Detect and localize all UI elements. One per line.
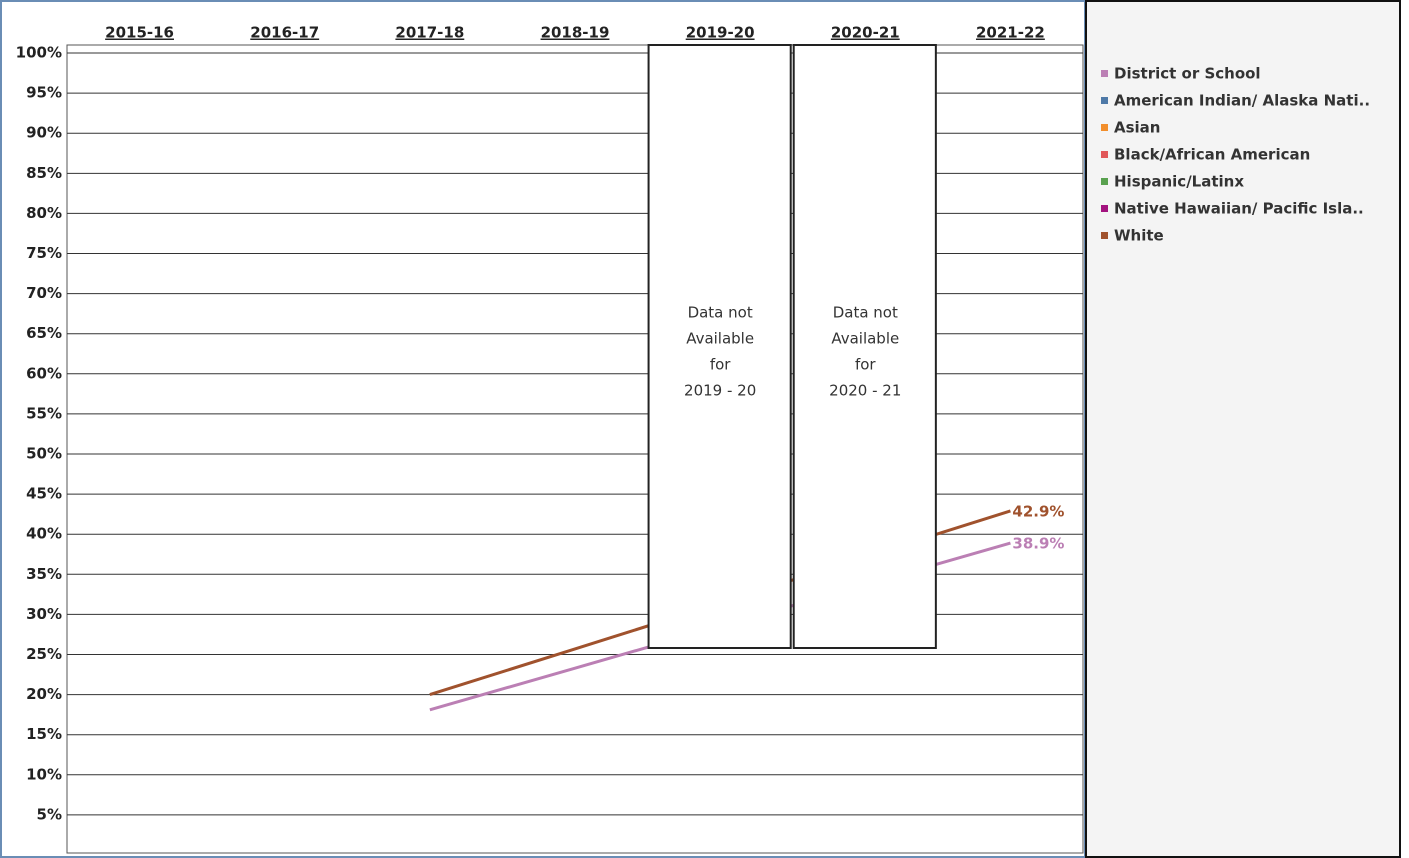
- annotation-text: Data not: [833, 304, 898, 322]
- legend-panel: [1085, 0, 1401, 858]
- y-tick-label: 80%: [26, 204, 62, 222]
- y-tick-label: 85%: [26, 164, 62, 182]
- legend-swatch: [1101, 70, 1108, 77]
- x-tick-label: 2020-21: [831, 24, 900, 42]
- legend-swatch: [1101, 151, 1108, 158]
- y-tick-label: 45%: [26, 485, 62, 503]
- legend-swatch: [1101, 178, 1108, 185]
- x-tick-label: 2017-18: [395, 24, 464, 42]
- annotation-text: 2019 - 20: [684, 382, 756, 400]
- annotation-text: for: [855, 356, 876, 374]
- y-tick-label: 50%: [26, 445, 62, 463]
- legend-swatch: [1101, 124, 1108, 131]
- y-tick-label: 25%: [26, 645, 62, 663]
- y-tick-label: 100%: [16, 44, 62, 62]
- legend-label: Black/African American: [1114, 146, 1310, 164]
- y-tick-label: 15%: [26, 725, 62, 743]
- annotation-text: Data not: [688, 304, 753, 322]
- data-label: 42.9%: [1012, 502, 1064, 520]
- y-tick-label: 30%: [26, 605, 62, 623]
- data-label: 38.9%: [1012, 535, 1064, 553]
- legend-label: Native Hawaiian/ Pacific Isla..: [1114, 200, 1364, 218]
- y-tick-label: 70%: [26, 284, 62, 302]
- y-tick-label: 35%: [26, 565, 62, 583]
- x-tick-label: 2021-22: [976, 24, 1045, 42]
- not-available-box: [647, 44, 792, 649]
- legend-label: White: [1114, 227, 1164, 245]
- y-tick-label: 10%: [26, 765, 62, 783]
- legend-label: Asian: [1114, 119, 1160, 137]
- y-tick-label: 90%: [26, 124, 62, 142]
- legend-swatch: [1101, 97, 1108, 104]
- x-tick-label: 2018-19: [541, 24, 610, 42]
- legend-swatch: [1101, 232, 1108, 239]
- x-tick-label: 2016-17: [250, 24, 319, 42]
- plot-area: [66, 44, 1084, 854]
- legend-label: District or School: [1114, 65, 1261, 83]
- y-tick-label: 5%: [37, 805, 62, 823]
- legend-label: Hispanic/Latinx: [1114, 173, 1244, 191]
- annotation-text: Available: [686, 330, 754, 348]
- y-tick-label: 20%: [26, 685, 62, 703]
- x-tick-label: 2019-20: [686, 24, 755, 42]
- annotation-text: for: [710, 356, 731, 374]
- y-tick-label: 95%: [26, 84, 62, 102]
- y-tick-label: 55%: [26, 404, 62, 422]
- annotation-text: Available: [831, 330, 899, 348]
- y-tick-label: 65%: [26, 324, 62, 342]
- not-available-box: [792, 44, 937, 649]
- y-tick-label: 40%: [26, 525, 62, 543]
- legend-label: American Indian/ Alaska Nati..: [1114, 92, 1370, 110]
- annotation-text: 2020 - 21: [829, 382, 901, 400]
- x-tick-label: 2015-16: [105, 24, 174, 42]
- y-tick-label: 75%: [26, 244, 62, 262]
- legend-swatch: [1101, 205, 1108, 212]
- y-tick-label: 60%: [26, 364, 62, 382]
